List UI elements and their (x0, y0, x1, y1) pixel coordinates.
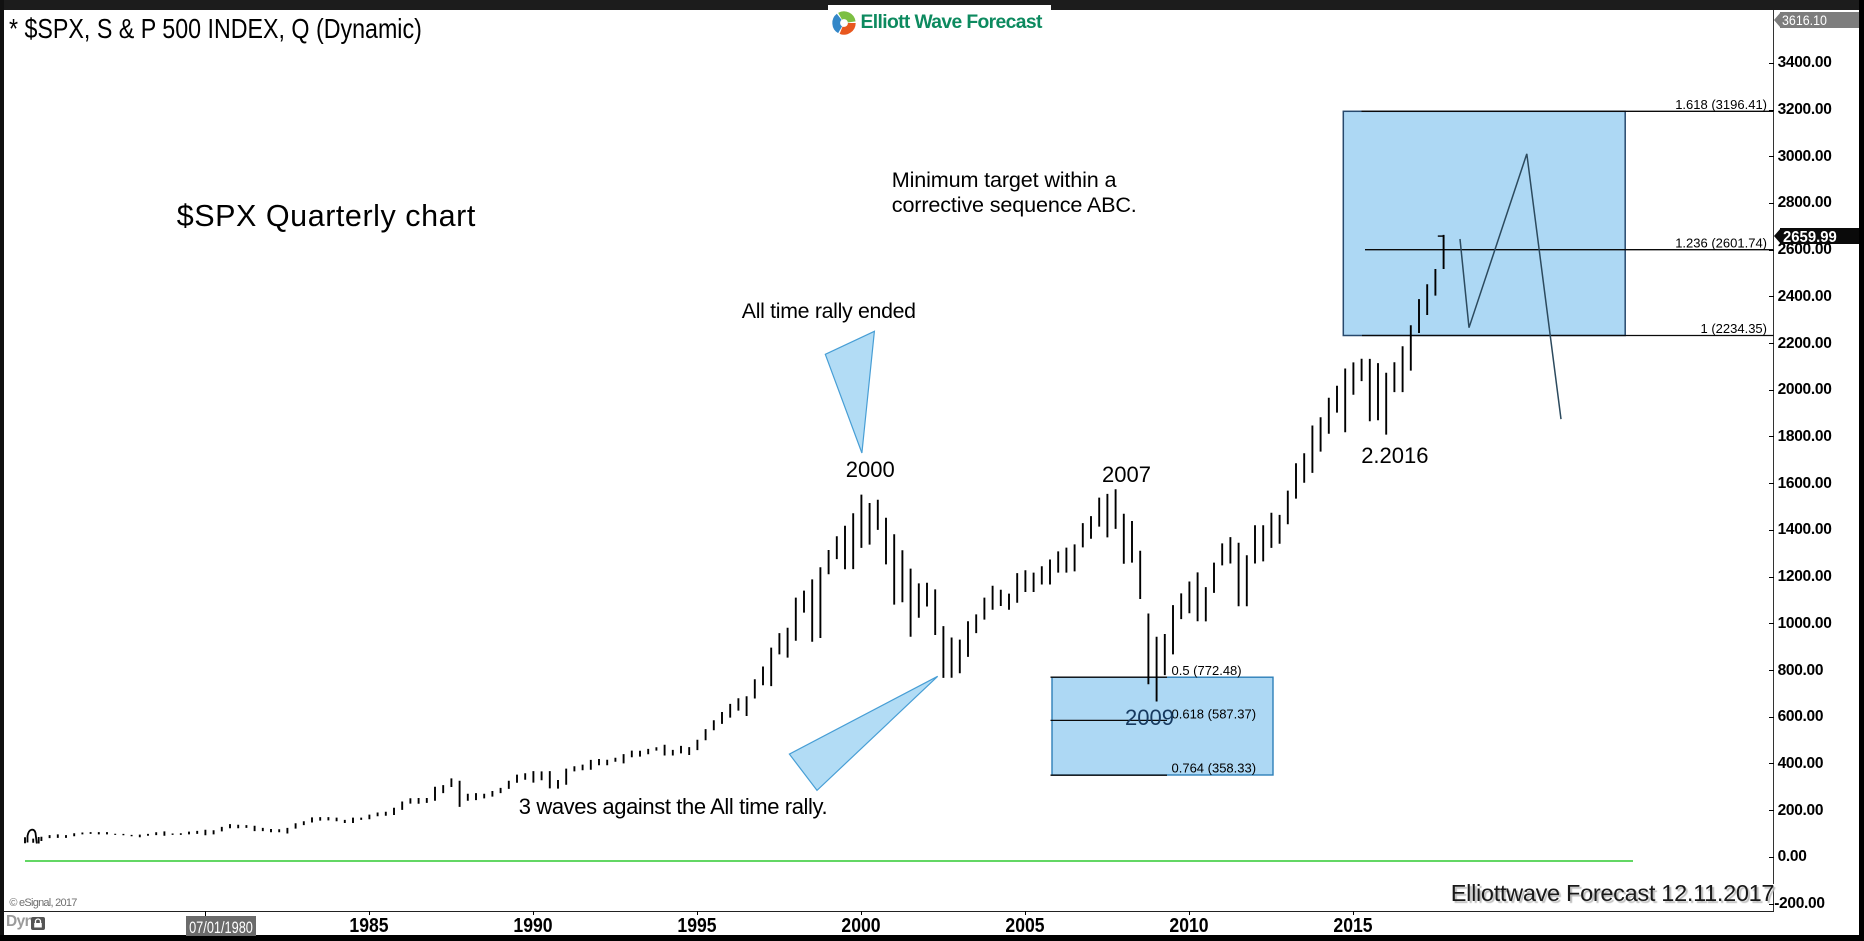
svg-text:0.618 (587.37): 0.618 (587.37) (1172, 706, 1257, 721)
svg-text:1 (2234.35): 1 (2234.35) (1701, 321, 1768, 336)
svg-text:2009: 2009 (1125, 705, 1174, 730)
svg-text:0.5 (772.48): 0.5 (772.48) (1172, 663, 1242, 678)
svg-text:1.236 (2601.74): 1.236 (2601.74) (1675, 235, 1767, 250)
svg-text:0.764 (358.33): 0.764 (358.33) (1172, 761, 1257, 776)
svg-text:1.618 (3196.41): 1.618 (3196.41) (1675, 97, 1767, 112)
